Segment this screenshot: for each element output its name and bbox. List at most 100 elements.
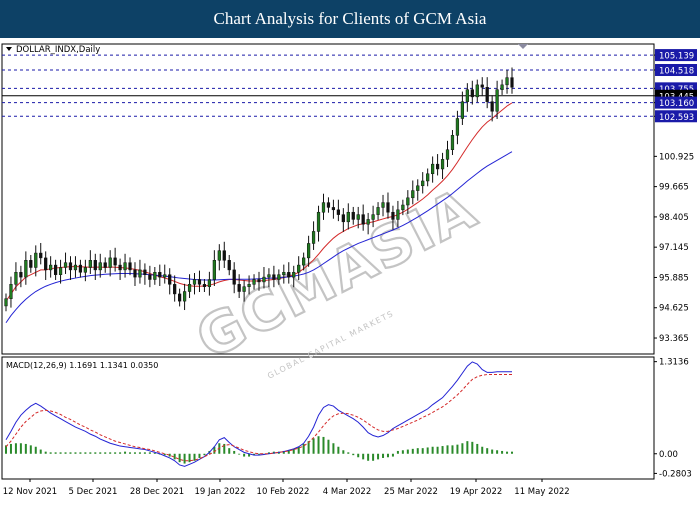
macd-histogram-bar (114, 452, 117, 454)
macd-histogram-bar (297, 446, 300, 454)
candle-body-up (495, 89, 499, 112)
candle (297, 256, 301, 280)
macd-histogram-bar (223, 443, 226, 454)
candle (391, 205, 395, 230)
macd-label: MACD(12,26,9) 1.1691 1.1341 0.0350 (6, 361, 158, 370)
candle (108, 250, 112, 277)
macd-histogram-bar (153, 453, 156, 454)
candle (450, 130, 455, 156)
chart-svg: GCMASIA GLOBAL CAPITAL MARKETS DOLLAR_IN… (0, 38, 700, 500)
candle-body-down (19, 272, 23, 278)
candle-body-down (173, 284, 177, 295)
macd-histogram-bar (64, 452, 67, 454)
candle (366, 212, 370, 235)
candle (242, 280, 246, 302)
candle (168, 268, 172, 295)
macd-histogram-bar (481, 446, 484, 454)
macd-histogram-bar (24, 443, 27, 454)
macd-histogram-bar (367, 453, 370, 461)
macd-histogram-bar (193, 453, 196, 461)
candle (232, 262, 236, 294)
candle (292, 265, 296, 288)
macd-histogram-bar (94, 452, 97, 454)
candle-body-down (510, 77, 514, 88)
macd-histogram-bar (79, 452, 82, 454)
macd-histogram-bar (347, 452, 350, 454)
candle (470, 80, 474, 105)
candle-body-down (103, 262, 107, 268)
candle-body-down (351, 211, 355, 220)
candle-body-down (78, 264, 83, 273)
candle (396, 200, 400, 228)
macd-histogram-bar (138, 452, 141, 454)
candle-body-up (431, 163, 435, 175)
candle (416, 179, 420, 201)
macd-histogram-bar (421, 448, 424, 454)
candle (44, 251, 48, 280)
candle-body-down (202, 284, 207, 287)
level-price-tag (655, 110, 697, 123)
macd-histogram-bar (486, 448, 489, 454)
candle-body-up (108, 257, 112, 268)
macd-histogram-bar (178, 453, 181, 463)
candle (68, 256, 73, 280)
candle (63, 252, 68, 274)
candle-body-down (237, 284, 241, 292)
candle-body-down (386, 202, 390, 213)
level-price-label: 105.139 (659, 52, 694, 62)
macd-histogram-bar (307, 441, 310, 454)
candle (187, 274, 192, 299)
candle-body-down (39, 252, 43, 259)
candle-body-up (153, 272, 157, 280)
candle-body-up (24, 260, 28, 278)
chart-shift-icon[interactable] (518, 44, 528, 49)
candle-body-up (63, 262, 68, 268)
candle (217, 244, 221, 271)
candle (143, 263, 147, 285)
macd-histogram-bar (109, 452, 112, 454)
candle-body-up (247, 284, 251, 287)
candle-body-down (118, 264, 122, 271)
macd-histogram-bar (243, 453, 246, 457)
macd-histogram-bar (188, 453, 191, 463)
macd-histogram-bar (391, 453, 394, 457)
candle-body-up (356, 214, 360, 220)
macd-histogram-bar (183, 453, 186, 464)
macd-histogram-bar (406, 449, 409, 454)
candle-body-up (311, 231, 316, 244)
candle-body-down (68, 262, 73, 271)
candle-body-down (113, 257, 117, 266)
candle-body-up (277, 274, 281, 280)
macd-histogram-bar (431, 446, 434, 454)
candle-body-up (440, 159, 445, 170)
candle (361, 204, 365, 231)
macd-histogram-bar (198, 453, 201, 458)
candle (178, 288, 182, 307)
y-tick-label: 100.925 (659, 152, 694, 162)
candle (133, 262, 137, 286)
candle-body-up (297, 264, 301, 273)
y-tick-label: 93.365 (659, 334, 689, 344)
macd-histogram-bar (267, 452, 270, 454)
macd-histogram-bar (372, 453, 375, 461)
candle-body-down (133, 269, 137, 278)
candle-body-up (58, 267, 63, 275)
macd-histogram-bar (282, 450, 285, 454)
y-tick-label: 95.885 (659, 273, 689, 283)
candle (282, 264, 286, 284)
macd-histogram-bar (203, 453, 206, 456)
y-tick-label: 98.405 (659, 213, 689, 223)
candle (252, 274, 256, 290)
candle-body-up (14, 272, 18, 285)
collapse-triangle-icon[interactable] (6, 47, 12, 51)
candle-body-up (83, 267, 87, 273)
candle (29, 254, 33, 273)
candle (421, 172, 425, 194)
candle-body-up (460, 101, 465, 119)
macd-histogram-bar (362, 453, 365, 460)
candle-body-up (262, 276, 266, 283)
candle (445, 140, 450, 168)
macd-histogram-bar (19, 443, 22, 454)
macd-histogram-bar (248, 453, 251, 457)
candle (376, 202, 380, 220)
